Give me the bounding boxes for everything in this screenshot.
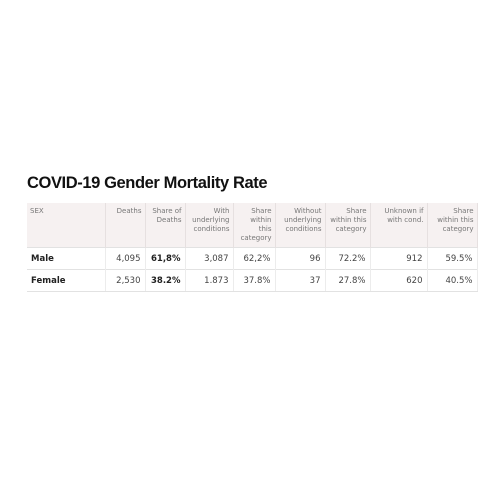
cell: 1.873 bbox=[185, 269, 234, 292]
column-header: SEX bbox=[27, 203, 106, 248]
header-row: SEX Deaths Share of Deaths With underlying … bbox=[27, 203, 478, 248]
title: COVID-19 Gender Mortality Rate bbox=[27, 174, 268, 192]
column-header: With underlying conditions bbox=[185, 203, 234, 248]
column-header: Share within this category bbox=[233, 203, 276, 248]
cell: 3,087 bbox=[185, 247, 234, 270]
column-header: Share of Deaths bbox=[145, 203, 186, 248]
cell: 2,530 bbox=[105, 269, 146, 292]
column-header: Unknown if with cond. bbox=[370, 203, 428, 248]
row-label: Female bbox=[27, 269, 106, 292]
cell: 61,8% bbox=[145, 247, 186, 270]
table-row: Female 2,530 38.2% 1.873 37.8% 37 27.8% 620 40.5… bbox=[27, 269, 478, 292]
column-header: Share within this category bbox=[427, 203, 478, 248]
table-header: SEX Deaths Share of Deaths With underlying … bbox=[27, 203, 478, 248]
cell: 37.8% bbox=[233, 269, 276, 292]
table-row: Male 4,095 61,8% 3,087 62,2% 96 72.2% 912 59.5% bbox=[27, 247, 478, 270]
cell: 96 bbox=[275, 247, 326, 270]
cell: 40.5% bbox=[427, 269, 478, 292]
mortality-table: SEX Deaths Share of Deaths With underlying … bbox=[27, 203, 478, 292]
cell: 72.2% bbox=[325, 247, 371, 270]
cell: 4,095 bbox=[105, 247, 146, 270]
column-header: Share within this category bbox=[325, 203, 371, 248]
cell: 27.8% bbox=[325, 269, 371, 292]
cell: 62,2% bbox=[233, 247, 276, 270]
column-header: Without underlying conditions bbox=[275, 203, 326, 248]
cell: 59.5% bbox=[427, 247, 478, 270]
table-body: Male 4,095 61,8% 3,087 62,2% 96 72.2% 912 59.5% F… bbox=[27, 247, 478, 292]
column-header: Deaths bbox=[105, 203, 146, 248]
cell: 912 bbox=[370, 247, 428, 270]
row-label: Male bbox=[27, 247, 106, 270]
cell: 38.2% bbox=[145, 269, 186, 292]
cell: 620 bbox=[370, 269, 428, 292]
cell: 37 bbox=[275, 269, 326, 292]
